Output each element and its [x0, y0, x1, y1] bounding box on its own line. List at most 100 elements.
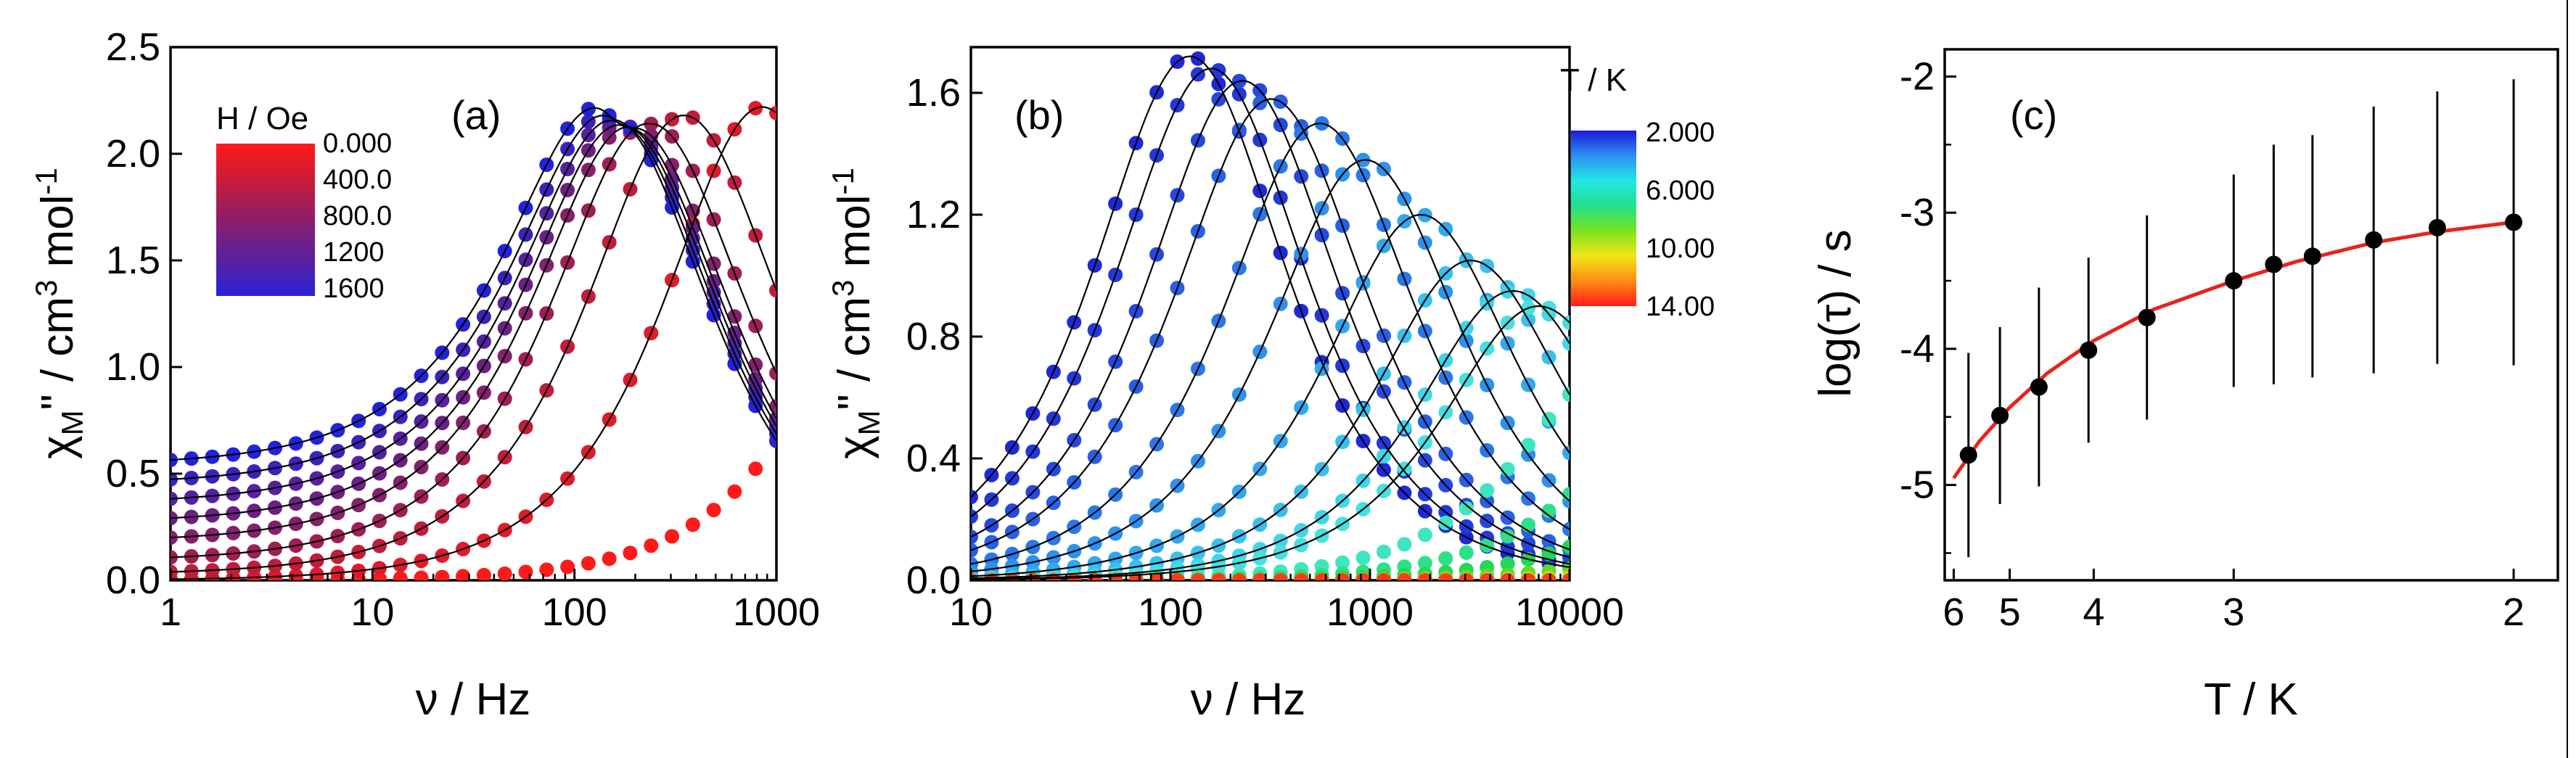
data-point — [2265, 255, 2283, 273]
data-point — [539, 562, 554, 577]
panel-b-ticks: 10 100 1000 10000 0.0 0.4 0.8 1.2 1.6 — [906, 71, 1624, 634]
data-point — [1417, 556, 1432, 571]
fit-line — [971, 55, 1570, 568]
x-tick-label: 10 — [949, 590, 993, 634]
fit-line — [971, 259, 1570, 580]
data-point — [1541, 503, 1556, 519]
data-point — [1149, 573, 1165, 580]
data-point — [665, 529, 680, 544]
data-point — [1562, 315, 1570, 330]
y-tick-label: 1.5 — [106, 239, 160, 282]
y-tick-label: 1.0 — [106, 345, 160, 389]
data-point — [1562, 487, 1570, 502]
data-point — [748, 461, 763, 477]
data-point — [1314, 573, 1329, 580]
fit-line — [171, 114, 776, 573]
fit-line — [171, 115, 776, 480]
panel-c-ticks: 6 5 4 3 2 -5 -4 -3 -2 — [1900, 55, 2524, 634]
panel-b-colorbar — [1571, 131, 1636, 306]
fit-line — [171, 106, 776, 580]
fit-line — [971, 213, 1570, 577]
panel-a-legend-title: H / Oe — [216, 101, 308, 136]
data-point — [1376, 572, 1391, 580]
y-tick-label: 0.8 — [906, 315, 961, 358]
data-point — [581, 556, 596, 571]
panel-a-xlabel: ν / Hz — [416, 675, 530, 725]
panel-b-marks — [971, 51, 1570, 580]
data-point — [1335, 573, 1350, 580]
data-point — [1500, 572, 1515, 580]
panel-b-legend-label: 2.000 — [1646, 118, 1715, 148]
y-tick-label: -4 — [1900, 327, 1935, 371]
data-point — [1459, 572, 1474, 580]
panel-b-label: (b) — [1014, 92, 1064, 138]
panel-a-marks — [171, 101, 776, 580]
data-point — [1480, 537, 1495, 553]
data-point — [1190, 573, 1205, 580]
panel-a-legend-label: 800.0 — [323, 201, 392, 231]
data-point — [1500, 556, 1515, 572]
data-point — [393, 571, 408, 580]
x-tick-label: 1000 — [1326, 590, 1414, 634]
y-tick-label: 0.4 — [906, 437, 961, 480]
fit-line — [971, 159, 1570, 572]
data-point — [1067, 573, 1082, 580]
data-point — [644, 538, 659, 553]
data-point — [1438, 515, 1453, 530]
data-point — [685, 517, 700, 532]
data-point — [769, 105, 776, 120]
data-point — [769, 283, 776, 298]
x-tick-label: 6 — [1943, 590, 1964, 634]
x-tick-label: 4 — [2083, 590, 2104, 634]
data-point — [1500, 461, 1515, 477]
panel-b-legend-label: 10.00 — [1646, 234, 1715, 264]
data-point — [456, 569, 471, 580]
series — [971, 572, 1570, 580]
panel-b-legend-label: 6.000 — [1646, 176, 1715, 206]
data-point — [1335, 555, 1350, 570]
panel-b-legend-title: T / K — [1560, 62, 1627, 98]
data-point — [971, 543, 978, 558]
panel-c: 6 5 4 3 2 -5 -4 -3 -2 (c) T / K log(τ) / s — [1810, 48, 2559, 725]
panel-a: 1 10 100 1000 0.0 0.5 1.0 1.5 2.0 2.5 H / Oe 0.00… — [29, 25, 820, 725]
data-point — [414, 570, 429, 580]
panel-a-label: (a) — [451, 92, 501, 138]
panel-b: 10 100 1000 10000 0.0 0.4 0.8 1.2 1.6 T / K 2.00… — [826, 46, 1715, 725]
panel-a-legend-label: 400.0 — [323, 165, 392, 195]
panel-a-frame — [169, 46, 778, 582]
data-point — [971, 509, 978, 524]
panel-b-xlabel: ν / Hz — [1191, 675, 1305, 725]
x-tick-label: 100 — [1138, 590, 1203, 634]
data-point — [1355, 551, 1371, 566]
data-point — [435, 569, 450, 580]
x-tick-label: 1000 — [733, 590, 820, 634]
fit-line — [971, 289, 1570, 580]
data-point — [1004, 573, 1020, 580]
panel-c-frame — [1943, 48, 2559, 582]
fit-line — [171, 123, 776, 559]
data-point — [1459, 545, 1474, 560]
panel-a-legend-label: 1600 — [323, 273, 385, 304]
x-tick-label: 100 — [542, 590, 607, 634]
x-tick-label: 2 — [2503, 590, 2524, 634]
panel-a-ticks: 1 10 100 1000 0.0 0.5 1.0 1.5 2.0 2.5 — [106, 25, 820, 634]
fit-line — [971, 98, 1570, 551]
y-tick-label: 1.6 — [906, 71, 961, 115]
data-point — [560, 559, 575, 574]
y-tick-label: 2.5 — [106, 25, 160, 69]
data-point — [623, 545, 638, 561]
data-point — [1562, 539, 1570, 554]
data-point — [1521, 437, 1536, 453]
fit-line — [171, 124, 776, 519]
fit-line — [971, 305, 1570, 580]
data-point — [1480, 483, 1495, 498]
panel-a-ylabel: χM" / cm3 mol-1 — [29, 168, 89, 459]
data-point — [2225, 272, 2243, 290]
data-point — [1438, 572, 1453, 580]
data-point — [518, 564, 533, 580]
data-point — [1459, 500, 1474, 516]
data-point — [1376, 544, 1391, 559]
fit-line — [171, 119, 776, 500]
data-point — [1294, 573, 1309, 580]
data-point — [1500, 529, 1515, 544]
